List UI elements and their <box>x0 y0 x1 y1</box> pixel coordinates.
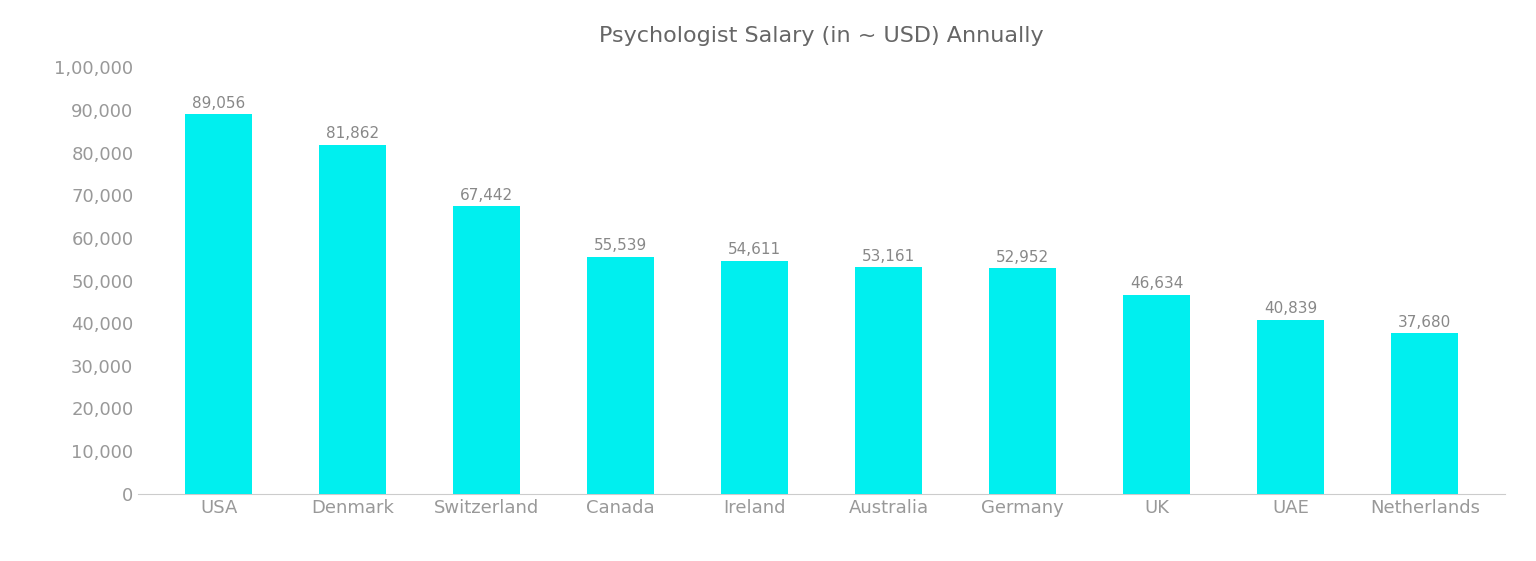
Bar <box>587 257 654 494</box>
Bar <box>989 268 1057 494</box>
Text: 81,862: 81,862 <box>326 126 379 141</box>
Text: 37,680: 37,680 <box>1398 315 1452 330</box>
Title: Psychologist Salary (in ~ USD) Annually: Psychologist Salary (in ~ USD) Annually <box>599 26 1044 47</box>
Bar <box>319 145 386 494</box>
Text: 89,056: 89,056 <box>192 95 246 111</box>
Text: 52,952: 52,952 <box>997 250 1049 264</box>
Text: 53,161: 53,161 <box>862 249 915 264</box>
Bar <box>186 114 252 494</box>
Text: 46,634: 46,634 <box>1130 277 1184 292</box>
Bar <box>453 206 521 494</box>
Bar <box>856 267 922 494</box>
Text: 40,839: 40,839 <box>1264 301 1318 316</box>
Text: 55,539: 55,539 <box>594 238 647 254</box>
Bar <box>1392 333 1458 494</box>
Bar <box>722 261 788 494</box>
Text: 67,442: 67,442 <box>461 188 513 203</box>
Text: 54,611: 54,611 <box>728 242 782 257</box>
Bar <box>1258 320 1324 494</box>
Bar <box>1123 295 1190 494</box>
